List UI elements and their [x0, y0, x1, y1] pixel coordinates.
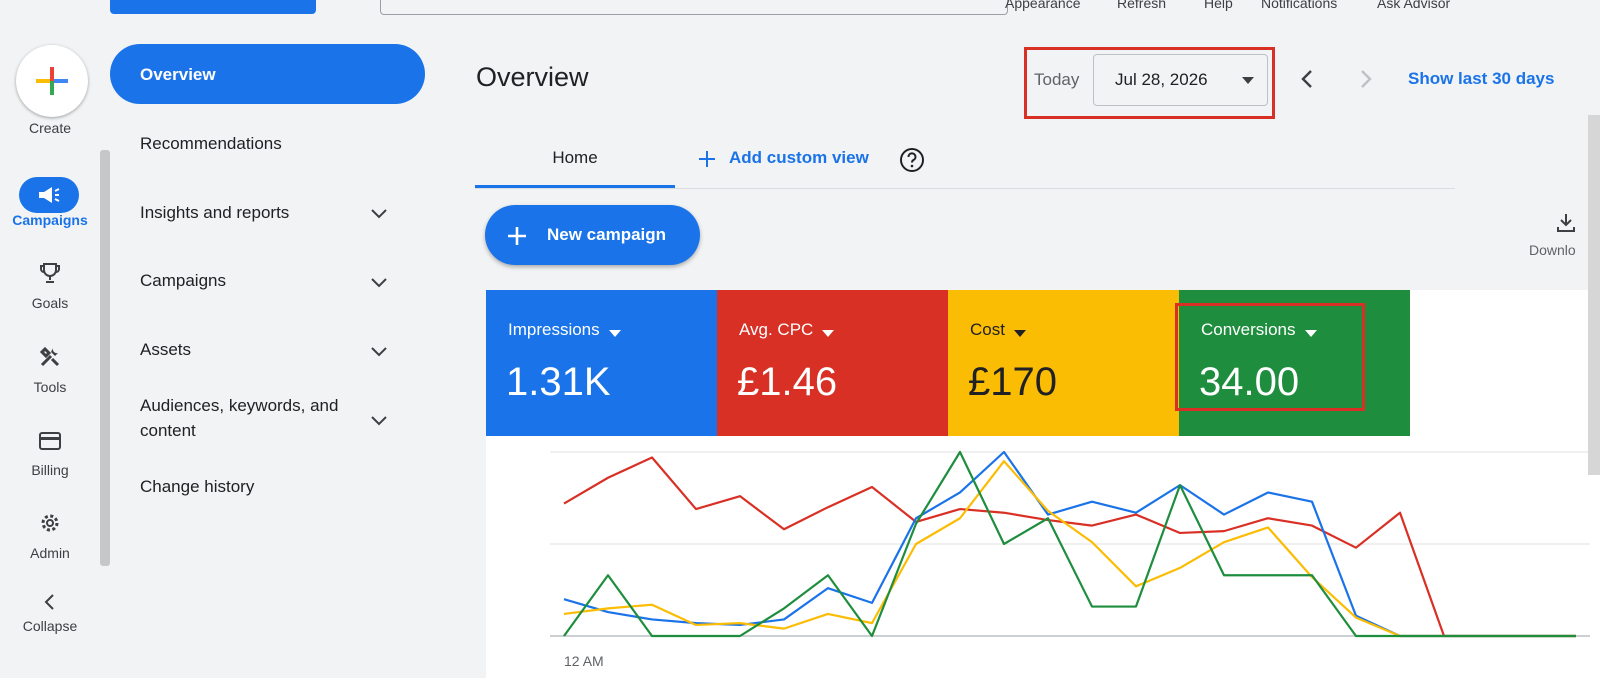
- search-input[interactable]: [380, 0, 1008, 15]
- metric-value: £170: [968, 360, 1057, 404]
- caret-down-icon: [822, 330, 834, 337]
- conversions-highlight-box: [1175, 303, 1365, 411]
- metric-label[interactable]: Impressions: [508, 320, 600, 339]
- date-highlight-box: [1024, 47, 1275, 119]
- create-label: Create: [28, 120, 72, 136]
- ask-advisor-link[interactable]: Ask Advisor: [1377, 0, 1451, 11]
- page-scrollbar[interactable]: [1588, 115, 1600, 475]
- add-custom-view-link[interactable]: Add custom view: [729, 148, 869, 167]
- rail-item-admin[interactable]: Admin: [30, 545, 70, 561]
- chevron-left-icon[interactable]: [1298, 68, 1316, 90]
- caret-down-icon: [609, 330, 621, 337]
- gear-icon: [41, 514, 59, 532]
- nav-item-assets[interactable]: Assets: [140, 340, 192, 359]
- plus-icon: [36, 67, 68, 95]
- page-title: Overview: [476, 62, 589, 92]
- nav-item-insights[interactable]: Insights and reports: [140, 203, 290, 222]
- chevron-down-icon[interactable]: [368, 271, 390, 293]
- new-campaign-label: New campaign: [547, 225, 667, 244]
- chevron-down-icon[interactable]: [368, 202, 390, 224]
- date-picker[interactable]: [1093, 54, 1268, 106]
- chart-series-line-0: [563, 456, 1576, 638]
- chevron-down-icon[interactable]: [368, 340, 390, 362]
- chart-series-line-2: [563, 460, 1576, 638]
- top-primary-button[interactable]: [110, 0, 316, 14]
- metric-tile-impressions[interactable]: Impressions 1.31K: [486, 290, 717, 436]
- plus-icon: [508, 227, 526, 245]
- tab-home-indicator: [475, 185, 675, 188]
- help-link[interactable]: Help: [1204, 0, 1233, 11]
- chevron-right-icon[interactable]: [1357, 68, 1375, 90]
- rail-item-campaigns[interactable]: Campaigns: [12, 212, 88, 228]
- metric-value: 1.31K: [506, 360, 611, 404]
- rail-item-collapse[interactable]: Collapse: [22, 618, 78, 634]
- tab-home[interactable]: Home: [552, 148, 598, 167]
- create-button[interactable]: [16, 45, 88, 117]
- megaphone-icon: [39, 187, 60, 203]
- nav-item-recommendations[interactable]: Recommendations: [140, 134, 282, 153]
- nav-item-audiences[interactable]: Audiences, keywords, and content: [140, 396, 339, 440]
- tab-divider: [475, 188, 1455, 189]
- download-label[interactable]: Downlo: [1529, 242, 1576, 258]
- metric-value: 34.00: [1199, 360, 1300, 404]
- metric-tile-avg-cpc[interactable]: Avg. CPC £1.46: [717, 290, 948, 436]
- appearance-link[interactable]: Appearance: [1005, 0, 1081, 11]
- metric-label[interactable]: Cost: [970, 320, 1005, 339]
- help-icon[interactable]: [899, 147, 925, 173]
- chevron-left-icon: [44, 594, 54, 610]
- show-last-30-days-link[interactable]: Show last 30 days: [1408, 69, 1555, 88]
- caret-down-icon: [1242, 77, 1254, 84]
- plus-icon: [699, 151, 715, 167]
- notifications-link[interactable]: Notifications: [1261, 0, 1338, 11]
- metric-tile-cost[interactable]: Cost £170: [948, 290, 1179, 436]
- caret-down-icon: [1305, 330, 1317, 337]
- metric-tile-conversions[interactable]: Conversions 34.00: [1179, 290, 1410, 436]
- metric-value: £1.46: [737, 360, 838, 404]
- chart-x-tick-label: 12 AM: [564, 653, 604, 669]
- rail-item-goals[interactable]: Goals: [31, 295, 69, 311]
- performance-chart: 12 AM: [550, 450, 1590, 669]
- download-icon[interactable]: [1554, 211, 1578, 235]
- date-value: Jul 28, 2026: [1115, 70, 1208, 89]
- nav-item-campaigns[interactable]: Campaigns: [140, 271, 226, 290]
- refresh-link[interactable]: Refresh: [1117, 0, 1167, 11]
- date-prefix: Today: [1034, 70, 1080, 89]
- metric-label[interactable]: Conversions: [1201, 320, 1296, 339]
- nav-item-overview-label: Overview: [140, 65, 216, 84]
- metric-label[interactable]: Avg. CPC: [739, 320, 814, 339]
- rail-item-billing[interactable]: Billing: [31, 462, 69, 478]
- caret-down-icon: [1014, 330, 1026, 337]
- nav-item-change-history[interactable]: Change history: [140, 477, 255, 496]
- tools-icon: [39, 346, 60, 367]
- chart-series-line-3: [563, 450, 1576, 638]
- rail-scrollbar[interactable]: [100, 150, 110, 566]
- nav-item-overview[interactable]: [110, 44, 425, 104]
- rail-item-tools[interactable]: Tools: [33, 379, 67, 395]
- chevron-down-icon[interactable]: [368, 409, 390, 431]
- trophy-icon: [40, 263, 60, 283]
- credit-card-icon: [39, 432, 61, 450]
